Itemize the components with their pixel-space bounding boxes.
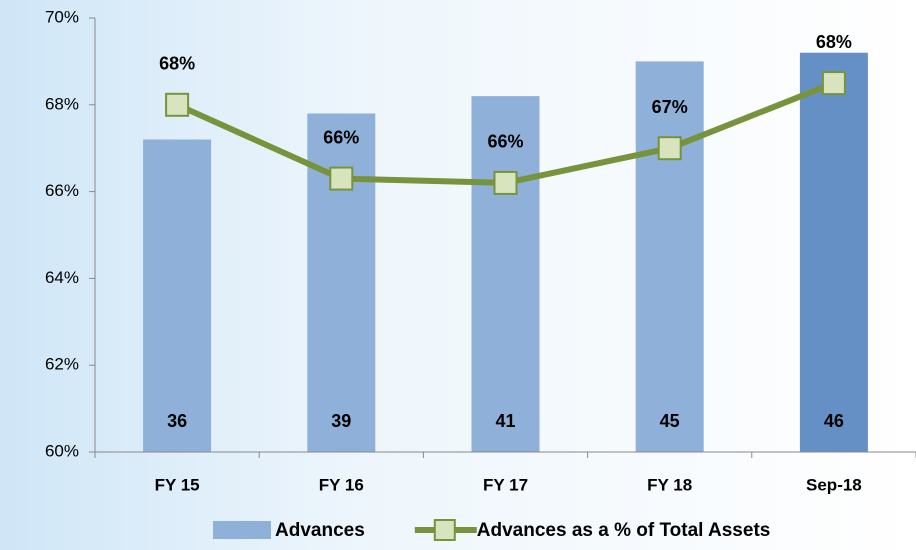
bar-value-label: 41 [495, 411, 515, 431]
bar-value-label: 45 [660, 411, 680, 431]
y-tick-label: 60% [45, 441, 79, 460]
legend-swatch [213, 521, 271, 539]
line-value-label: 68% [816, 32, 852, 52]
bar [799, 52, 868, 452]
line-marker [329, 166, 354, 191]
legend-marker [433, 519, 456, 541]
bar [471, 96, 540, 453]
y-tick-label: 70% [45, 7, 79, 26]
line-marker [821, 71, 846, 96]
bar [635, 61, 704, 453]
y-tick-label: 68% [45, 94, 79, 113]
x-tick-label: FY 15 [155, 475, 200, 494]
line-value-label: 68% [159, 54, 195, 74]
line-marker [657, 136, 682, 161]
line-value-label: 67% [652, 97, 688, 117]
line-value-label: 66% [323, 127, 359, 147]
y-tick-label: 62% [45, 355, 79, 374]
bar [143, 139, 212, 452]
legend-label: Advances [275, 520, 365, 541]
bar-value-label: 46 [824, 411, 844, 431]
x-tick-label: FY 18 [647, 475, 692, 494]
x-tick-label: FY 17 [483, 475, 528, 494]
line-marker [165, 92, 190, 117]
x-tick-label: Sep-18 [806, 475, 862, 494]
x-tick-label: FY 16 [319, 475, 364, 494]
legend-label: Advances as a % of Total Assets [477, 520, 771, 541]
bar [307, 113, 376, 452]
bar-value-label: 39 [331, 411, 351, 431]
y-tick-label: 66% [45, 181, 79, 200]
y-tick-label: 64% [45, 268, 79, 287]
line-marker [493, 170, 518, 195]
bar-value-label: 36 [167, 411, 187, 431]
line-value-label: 66% [487, 132, 523, 152]
